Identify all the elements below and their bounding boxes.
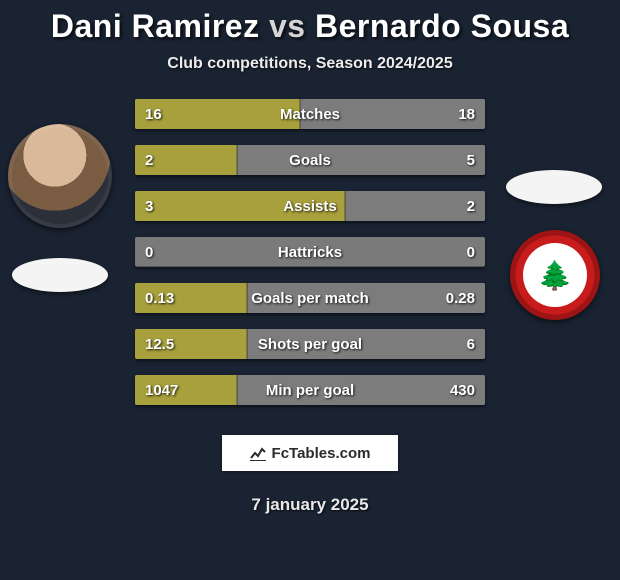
comparison-card: Dani Ramirez vs Bernardo Sousa Club comp… bbox=[0, 0, 620, 580]
stat-label: Hattricks bbox=[135, 237, 485, 267]
stat-value-left: 0.13 bbox=[135, 283, 184, 313]
player1-name: Dani Ramirez bbox=[51, 8, 260, 44]
subtitle: Club competitions, Season 2024/2025 bbox=[0, 55, 620, 73]
stat-row: 32Assists bbox=[135, 191, 485, 221]
stat-bar-right bbox=[237, 145, 486, 175]
stat-value-right: 0 bbox=[457, 237, 485, 267]
stat-value-right: 18 bbox=[448, 99, 485, 129]
stat-value-right: 430 bbox=[440, 375, 485, 405]
player1-portrait bbox=[8, 124, 112, 228]
player2-crest: 🌲 bbox=[510, 230, 600, 320]
stat-value-left: 12.5 bbox=[135, 329, 184, 359]
brand-badge: FcTables.com bbox=[222, 435, 398, 471]
stat-row: 12.56Shots per goal bbox=[135, 329, 485, 359]
player2-club-oval bbox=[506, 170, 602, 204]
page-title: Dani Ramirez vs Bernardo Sousa bbox=[0, 8, 620, 45]
crest-tree-icon: 🌲 bbox=[523, 243, 587, 307]
stat-value-left: 3 bbox=[135, 191, 163, 221]
player1-block bbox=[8, 124, 112, 292]
stat-row: 0 0Hattricks bbox=[135, 237, 485, 267]
stats-bars: 1618Matches25Goals32Assists00Hattricks0.… bbox=[135, 99, 485, 405]
stat-value-left: 0 bbox=[135, 237, 163, 267]
stat-row: 1047430Min per goal bbox=[135, 375, 485, 405]
vs-separator: vs bbox=[269, 8, 306, 44]
stat-value-left: 16 bbox=[135, 99, 172, 129]
footer-date: 7 january 2025 bbox=[0, 495, 620, 515]
stat-value-right: 6 bbox=[457, 329, 485, 359]
player1-club-oval bbox=[12, 258, 108, 292]
stat-value-right: 5 bbox=[457, 145, 485, 175]
stat-row: 25Goals bbox=[135, 145, 485, 175]
stat-bar-right bbox=[247, 329, 485, 359]
player2-block: 🌲 bbox=[508, 170, 602, 320]
stat-row: 1618Matches bbox=[135, 99, 485, 129]
stat-value-left: 2 bbox=[135, 145, 163, 175]
stat-bar-left bbox=[135, 191, 345, 221]
stat-value-right: 2 bbox=[457, 191, 485, 221]
stat-value-right: 0.28 bbox=[436, 283, 485, 313]
brand-name: FcTables.com bbox=[272, 445, 371, 462]
stat-value-left: 1047 bbox=[135, 375, 188, 405]
player2-name: Bernardo Sousa bbox=[315, 8, 569, 44]
stat-row: 0.130.28Goals per match bbox=[135, 283, 485, 313]
brand-logo-icon bbox=[250, 445, 266, 461]
